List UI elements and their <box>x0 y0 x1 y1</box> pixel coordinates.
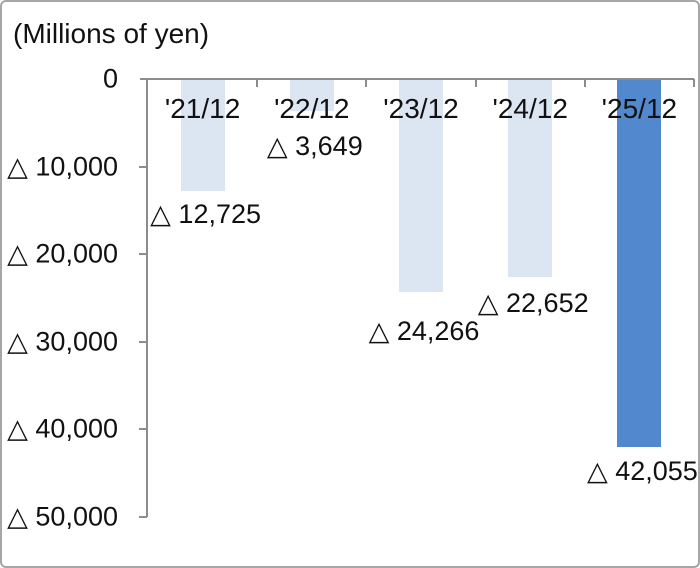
y-axis-tick-label: △ 20,000 <box>7 238 118 269</box>
y-axis-tick <box>139 340 147 343</box>
data-label-'25/12: △ 42,055 <box>586 456 698 486</box>
x-axis-tick <box>256 79 259 87</box>
data-label-'21/12: △ 12,725 <box>150 199 262 229</box>
data-label-'23/12: △ 24,266 <box>368 316 480 346</box>
y-axis-tick-label: △ 10,000 <box>7 151 118 182</box>
bar-'21/12 <box>180 79 225 191</box>
y-axis-line <box>146 78 148 517</box>
category-label-'22/12: '22/12 <box>274 93 350 124</box>
x-axis-line <box>140 78 694 80</box>
y-axis-tick <box>139 516 147 518</box>
x-axis-tick <box>474 79 477 87</box>
category-label-'21/12: '21/12 <box>164 93 241 124</box>
y-axis-tick-label: 0 <box>102 63 118 94</box>
bar-'25/12 <box>617 79 662 448</box>
bar-'23/12 <box>399 79 443 292</box>
y-axis-tick-label: △ 40,000 <box>7 413 118 444</box>
x-axis-tick <box>583 79 586 87</box>
data-label-'24/12: △ 22,652 <box>477 288 589 318</box>
bar-'22/12 <box>289 79 334 111</box>
x-axis-tick <box>365 79 368 87</box>
chart-unit-title: (Millions of yen) <box>13 18 210 49</box>
x-axis-tick <box>693 79 695 87</box>
y-axis-tick-label: △ 30,000 <box>7 326 118 357</box>
category-label-'24/12: '24/12 <box>492 93 568 124</box>
y-axis-tick <box>139 165 147 168</box>
y-axis-tick <box>139 253 147 256</box>
bar-'24/12 <box>508 79 553 278</box>
y-axis-tick <box>139 428 147 431</box>
category-label-'23/12: '23/12 <box>383 93 459 124</box>
data-label-'22/12: △ 3,649 <box>266 131 363 161</box>
y-axis-tick-label: △ 50,000 <box>7 501 118 532</box>
category-label-'25/12: '25/12 <box>601 93 678 124</box>
